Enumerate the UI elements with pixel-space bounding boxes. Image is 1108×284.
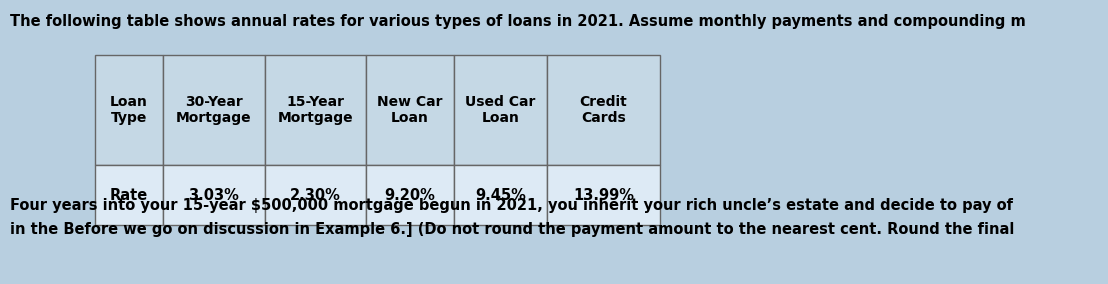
Text: Rate: Rate [110,187,148,202]
Bar [547,165,660,225]
Bar [95,165,163,225]
Text: 15-Year
Mortgage: 15-Year Mortgage [277,95,353,125]
Bar [95,55,163,165]
Text: 9.20%: 9.20% [384,187,435,202]
Text: 2.30%: 2.30% [290,187,341,202]
Text: Used Car
Loan: Used Car Loan [465,95,535,125]
Text: Four years into your 15-year $500,000 mortgage begun in 2021, you inherit your r: Four years into your 15-year $500,000 mo… [10,198,1013,213]
Bar [547,55,660,165]
Bar [454,165,547,225]
Bar [265,165,367,225]
Text: Credit
Cards: Credit Cards [579,95,627,125]
Bar [163,55,265,165]
Bar [367,165,454,225]
Text: 3.03%: 3.03% [188,187,239,202]
Text: 13.99%: 13.99% [573,187,634,202]
Text: Loan
Type: Loan Type [110,95,147,125]
Text: The following table shows annual rates for various types of loans in 2021. Assum: The following table shows annual rates f… [10,14,1026,29]
Bar [265,55,367,165]
Text: in the Before we go on discussion in Example 6.] (Do not round the payment amoun: in the Before we go on discussion in Exa… [10,222,1015,237]
Bar [163,165,265,225]
Text: 30-Year
Mortgage: 30-Year Mortgage [176,95,252,125]
Text: New Car
Loan: New Car Loan [377,95,443,125]
Bar [367,55,454,165]
Text: 9.45%: 9.45% [475,187,526,202]
Bar [454,55,547,165]
